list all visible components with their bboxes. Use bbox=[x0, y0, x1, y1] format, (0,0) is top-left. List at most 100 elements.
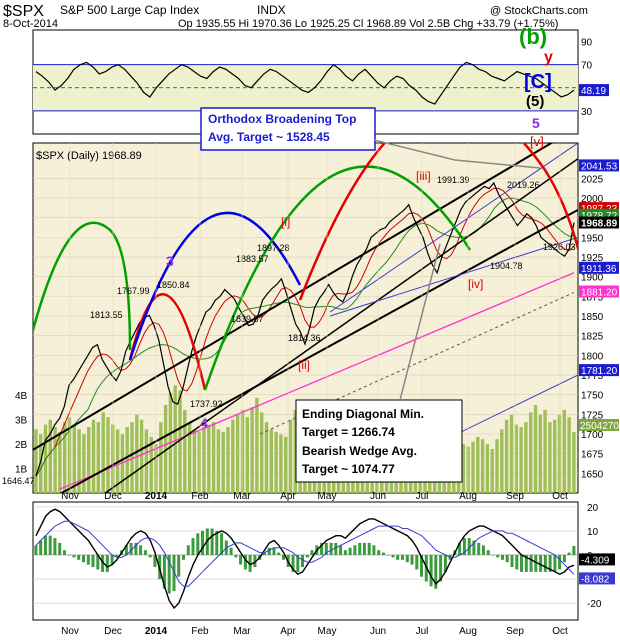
macd-histogram-bar bbox=[524, 555, 528, 572]
macd-histogram-bar bbox=[234, 555, 238, 558]
volume-bar bbox=[250, 407, 254, 493]
x-tick-label-bottom: Oct bbox=[552, 626, 568, 637]
callout-2-line-4: Target ~ 1074.77 bbox=[302, 462, 395, 476]
x-tick-label-bottom: Jun bbox=[370, 626, 386, 637]
macd-histogram-bar bbox=[191, 538, 195, 555]
macd-tick-label: 10 bbox=[587, 527, 599, 538]
macd-histogram-bar bbox=[415, 555, 419, 570]
volume-bar bbox=[120, 434, 125, 493]
macd-histogram-bar bbox=[562, 555, 566, 563]
volume-bar bbox=[82, 434, 86, 493]
macd-histogram-bar bbox=[186, 545, 190, 555]
macd-histogram-bar bbox=[324, 542, 328, 555]
price-tick-label: 1925 bbox=[581, 253, 604, 264]
price-panel: $SPX (Daily) 1968.89 2025200019751950192… bbox=[2, 142, 619, 494]
ma200-line bbox=[59, 272, 575, 490]
volume-bar bbox=[495, 439, 499, 493]
price-tick-label: 1950 bbox=[581, 233, 604, 244]
chart-exchange: INDX bbox=[257, 3, 286, 17]
price-point-label: 1897.28 bbox=[257, 243, 290, 253]
macd-histogram-bar bbox=[296, 555, 300, 572]
volume-bar bbox=[101, 412, 105, 493]
x-tick-label-bottom: Aug bbox=[459, 626, 477, 637]
volume-bar bbox=[173, 385, 177, 493]
volume-bar bbox=[538, 414, 542, 493]
rsi-level-label: 70 bbox=[581, 61, 593, 72]
volume-bar bbox=[72, 424, 76, 493]
volume-bar bbox=[524, 422, 528, 493]
volume-bar bbox=[221, 431, 225, 493]
volume-bar bbox=[480, 439, 485, 493]
volume-bar bbox=[264, 422, 269, 493]
volume-bar bbox=[211, 422, 216, 493]
lower-wedge-line bbox=[329, 236, 578, 317]
volume-bar bbox=[53, 427, 57, 493]
callout-box-2 bbox=[295, 399, 463, 483]
macd-histogram-bar bbox=[162, 555, 166, 589]
volume-bar bbox=[130, 422, 134, 493]
macd-histogram-bar bbox=[367, 542, 371, 555]
axis-value-label: 1968.89 bbox=[581, 219, 618, 230]
price-point-label: 1646.47 bbox=[2, 476, 35, 486]
volume-bar bbox=[293, 409, 297, 493]
macd-histogram-bar bbox=[462, 538, 466, 555]
wave-label-4: 4 bbox=[200, 415, 208, 431]
axis-value-flag bbox=[579, 261, 619, 274]
macd-histogram-bar bbox=[401, 555, 404, 560]
volume-axis-label: 1B bbox=[15, 465, 28, 476]
macd-histogram-bar bbox=[210, 528, 214, 555]
volume-bar bbox=[48, 419, 52, 493]
macd-histogram-bar bbox=[539, 555, 543, 572]
red-cycle-arc-1 bbox=[128, 293, 207, 391]
macd-histogram-bar bbox=[486, 550, 490, 555]
wave-label-3: 3 bbox=[166, 253, 174, 269]
macd-histogram-bar bbox=[510, 555, 514, 567]
macd-histogram-bar bbox=[63, 550, 66, 555]
wave-label-c: [C] bbox=[524, 71, 552, 93]
price-point-label: 1904.78 bbox=[490, 261, 523, 271]
macd-histogram-bar bbox=[548, 555, 552, 572]
x-tick-label-bottom: May bbox=[318, 626, 337, 637]
axis-value-flag bbox=[579, 216, 619, 229]
macd-histogram-bar bbox=[467, 538, 471, 555]
macd-histogram-bar bbox=[201, 530, 204, 555]
price-tick-label: 1675 bbox=[581, 450, 604, 461]
volume-bar bbox=[106, 417, 110, 493]
x-tick-label: Sep bbox=[506, 491, 524, 502]
volume-bar bbox=[240, 409, 245, 493]
callout-1-line-2: Avg. Target ~ 1528.45 bbox=[208, 130, 330, 144]
ma-fast-line bbox=[35, 187, 575, 477]
volume-bar bbox=[260, 412, 264, 493]
macd-histogram-bar bbox=[358, 542, 362, 555]
wave-label-i: [i] bbox=[281, 215, 290, 229]
callout-1-pointer bbox=[373, 139, 541, 169]
macd-histogram-bar bbox=[272, 547, 276, 555]
volume-bar bbox=[183, 409, 187, 493]
macd-value-label: -4.309 bbox=[581, 555, 610, 566]
lower-trendline bbox=[59, 208, 578, 493]
macd-histogram-bar bbox=[320, 542, 324, 555]
price-tick-label: 1725 bbox=[581, 410, 604, 421]
macd-histogram-bar bbox=[220, 533, 224, 555]
volume-bar bbox=[58, 431, 62, 493]
macd-histogram-bar bbox=[520, 555, 523, 572]
macd-histogram-bar bbox=[282, 555, 285, 560]
macd-histogram-bar bbox=[143, 550, 147, 555]
macd-histogram-bar bbox=[96, 555, 100, 570]
x-tick-label: Feb bbox=[191, 491, 209, 502]
volume-bar bbox=[235, 414, 240, 493]
macd-histogram-bar bbox=[291, 555, 295, 572]
x-tick-label: Oct bbox=[552, 491, 568, 502]
macd-signal-line bbox=[35, 520, 575, 587]
volume-bar bbox=[514, 424, 518, 493]
macd-histogram-bar bbox=[267, 547, 271, 555]
volume-bar bbox=[87, 427, 91, 493]
x-tick-label-bottom: Jul bbox=[416, 626, 429, 637]
volume-bar bbox=[567, 417, 571, 493]
macd-histogram-bar bbox=[58, 542, 62, 555]
macd-histogram-bar bbox=[305, 555, 309, 558]
volume-bar bbox=[96, 422, 100, 493]
macd-histogram-bar bbox=[139, 545, 143, 555]
x-tick-label-bottom: Feb bbox=[191, 626, 209, 637]
macd-histogram-bar bbox=[124, 545, 128, 555]
